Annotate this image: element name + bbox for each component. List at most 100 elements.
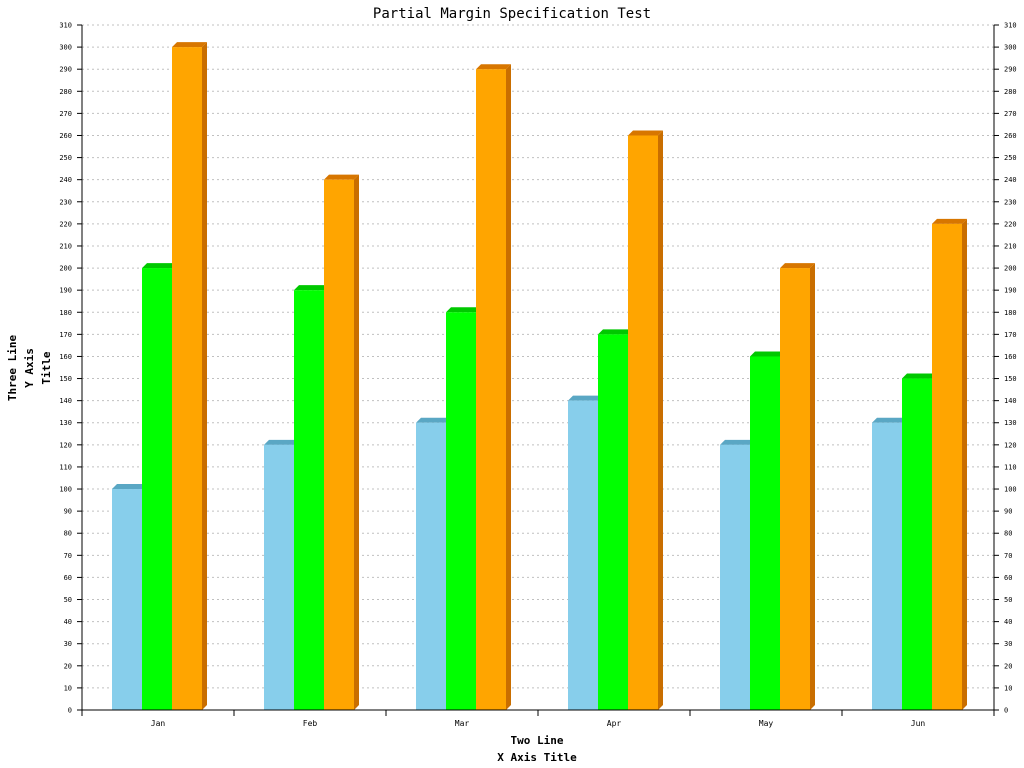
bar [598,329,633,710]
bar-front [476,69,506,711]
bar [476,64,511,711]
y-tick-label-left: 150 [59,375,72,383]
bar-top [476,64,511,70]
y-tick-label-left: 70 [64,552,72,560]
y-tick-label-right: 280 [1004,88,1017,96]
chart-title: Partial Margin Specification Test [373,6,651,22]
y-tick-label-left: 310 [59,22,72,30]
y-tick-label-left: 50 [64,596,72,604]
bar [294,285,329,710]
bar-top [416,417,451,423]
bar-top [568,395,603,401]
x-tick-label: May [759,719,774,728]
ticks: 0 0 10 10 20 20 30 30 40 40 50 50 60 60 70 70 80 80 90 90 10… [59,22,1016,729]
y-tick-label-right: 170 [1004,331,1017,339]
y-tick-label-right: 200 [1004,265,1017,273]
y-tick-label-left: 180 [59,309,72,317]
y-tick-label-right: 80 [1004,530,1012,538]
bar-side [202,42,207,710]
x-axis-title-line-2: X Axis Title [497,751,577,764]
bar-front [628,135,658,710]
y-tick-label-left: 220 [59,220,72,228]
y-tick-label-left: 60 [64,574,72,582]
y-tick-label-left: 260 [59,132,72,140]
x-axis-title-line-1: Two Line [511,734,564,747]
y-tick-label-left: 10 [64,684,72,692]
y-tick-label-left: 280 [59,88,72,96]
y-tick-label-right: 70 [1004,552,1012,560]
y-tick-label-left: 190 [59,287,72,295]
y-axis-title-line-3: Title [40,351,53,384]
bar [932,218,967,710]
bar-front [324,179,354,710]
x-tick-label: Jan [151,719,166,728]
y-tick-label-right: 260 [1004,132,1017,140]
bar-top [932,218,967,224]
y-tick-label-right: 250 [1004,154,1017,162]
bar-top [598,329,633,335]
y-tick-label-left: 250 [59,154,72,162]
bar [628,130,663,710]
axes [81,25,995,711]
bar-top [324,174,359,180]
bar-top [294,285,329,291]
y-tick-label-right: 10 [1004,684,1012,692]
bar-top [902,373,937,379]
y-tick-label-right: 220 [1004,220,1017,228]
y-tick-label-right: 120 [1004,441,1017,449]
bar-top [720,439,755,445]
bar [872,417,907,710]
bar [142,263,177,710]
bar-top [628,130,663,136]
y-tick-label-left: 240 [59,176,72,184]
y-tick-label-right: 210 [1004,242,1017,250]
y-tick-label-left: 130 [59,419,72,427]
bar-front [172,47,202,710]
bar [324,174,359,710]
bar [172,42,207,710]
y-tick-label-right: 230 [1004,198,1017,206]
y-tick-label-left: 210 [59,242,72,250]
y-tick-label-right: 0 [1004,707,1008,715]
bar [446,307,481,710]
bar-front [598,334,628,710]
bar-front [568,400,598,710]
y-tick-label-right: 150 [1004,375,1017,383]
bar-top [142,263,177,269]
y-tick-label-right: 30 [1004,640,1012,648]
y-tick-label-left: 230 [59,198,72,206]
bar [568,395,603,710]
y-tick-label-left: 30 [64,640,72,648]
bar-top [750,351,785,357]
y-tick-label-right: 310 [1004,22,1017,30]
x-tick-label: Jun [911,719,926,728]
y-tick-label-left: 160 [59,353,72,361]
y-tick-label-right: 240 [1004,176,1017,184]
bar-front [872,422,902,710]
y-tick-label-right: 50 [1004,596,1012,604]
x-tick-label: Feb [303,719,318,728]
y-tick-label-left: 290 [59,66,72,74]
x-tick-label: Apr [607,719,622,728]
y-tick-label-right: 40 [1004,618,1012,626]
bars [112,42,967,711]
x-tick-label: Mar [455,719,470,728]
bar [112,484,147,710]
y-tick-label-right: 130 [1004,419,1017,427]
y-tick-label-left: 80 [64,530,72,538]
bar-top [780,263,815,269]
y-tick-label-right: 100 [1004,486,1017,494]
y-tick-label-left: 0 [68,707,72,715]
bar-top [446,307,481,313]
y-tick-label-right: 60 [1004,574,1012,582]
bar-top [872,417,907,423]
y-axis-title-line-1: Three Line [6,335,19,402]
bar [902,373,937,710]
y-tick-label-left: 270 [59,110,72,118]
y-axis-title: Three Line Y Axis Title [6,335,53,402]
y-tick-label-left: 90 [64,508,72,516]
y-tick-label-right: 270 [1004,110,1017,118]
y-tick-label-left: 40 [64,618,72,626]
bar-side [962,218,967,710]
